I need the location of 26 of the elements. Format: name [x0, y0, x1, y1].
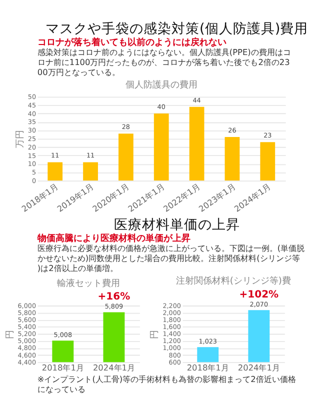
x-tick-label: 2018年1月 — [186, 362, 229, 373]
text: 医療行為に必要な材料の価格が急激に上がっている。下図は一例。(単価脱かせないため)同数使用とした場合の費用比較。注射関係材料(シリンジ等)は2倍以上の単価増。 — [37, 242, 305, 273]
text: 医療材料単価の上昇 — [114, 216, 240, 233]
y-axis-title: 円 — [5, 330, 16, 339]
bar — [154, 114, 169, 181]
y-axis-title: 万円 — [15, 130, 26, 148]
bar — [118, 134, 134, 181]
text: コロナが落ち着いても以前のようには戻れない — [37, 36, 226, 48]
annotation: +102% — [239, 289, 279, 300]
chart-title: 輸液セット費用 — [56, 278, 120, 289]
text: ※インプラント(人工骨)等の手術材料も為替の影響相まって2倍近い価格になっている — [37, 374, 296, 394]
x-tick-label: 2024年1月 — [238, 362, 280, 373]
text: 物価高騰により医療材料の単価が上昇 — [36, 232, 190, 244]
text: マスクや手袋の感染対策(個人防護具)費用 — [46, 20, 308, 37]
chart-title: 個人防護具の費用 — [125, 80, 198, 91]
chart-title: 注射関係材料(シリンジ等)費 — [176, 276, 291, 287]
bar — [83, 162, 98, 181]
bar — [224, 137, 240, 181]
annotation: +16% — [98, 292, 130, 303]
bar — [189, 106, 204, 181]
y-axis-title: 円 — [150, 330, 160, 339]
bar — [260, 142, 276, 181]
bar — [48, 162, 63, 181]
x-tick-label: 2018年1月 — [42, 362, 84, 373]
x-tick-label: 2024年1月 — [92, 362, 135, 373]
text: 感染対策はコロナ前のようにはならない。個人防護具(PPE)の費用はコロナ前に1100万円だったものが、コロナが落ち着いた後でも2倍の2300万円となっている。 — [37, 46, 291, 77]
